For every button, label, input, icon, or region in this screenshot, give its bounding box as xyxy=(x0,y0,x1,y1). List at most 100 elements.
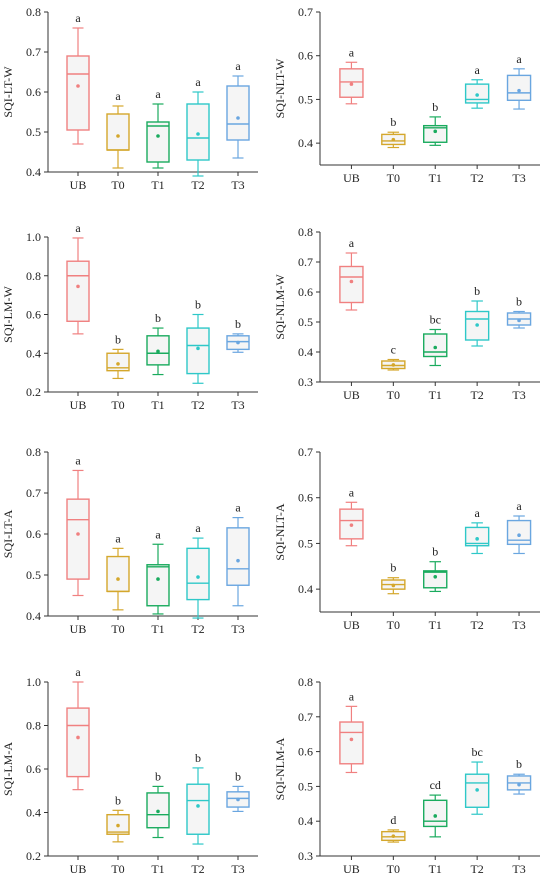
panel-sqi-nlm-a: 0.3 0.4 0.5 0.6 0.7 0.8 SQI-NLM-A UB a T0 d T1 cd T2 b… xyxy=(273,675,540,874)
mean-point xyxy=(76,532,80,536)
x-tick-label: T3 xyxy=(512,862,525,874)
mean-point xyxy=(156,134,160,138)
panel-sqi-lm-w: 0.2 0.4 0.6 0.8 1.0 SQI-LM-W UB a T0 b T1 b T2 b T3 b xyxy=(1,221,258,412)
significance-letter: a xyxy=(235,59,241,73)
y-tick-label: 0.4 xyxy=(26,165,41,179)
box-t3: T3 a xyxy=(226,59,250,192)
box-t2: T2 a xyxy=(464,506,490,632)
mean-point xyxy=(475,93,479,97)
iqr-box xyxy=(339,265,364,304)
box-ub: UB a xyxy=(339,485,364,632)
x-tick-label: T2 xyxy=(191,178,204,192)
x-tick-label: T3 xyxy=(512,171,525,185)
mean-point xyxy=(76,735,80,740)
significance-letter: a xyxy=(75,453,81,467)
iqr-box xyxy=(226,527,250,586)
box-t1: T1 bc xyxy=(423,313,448,402)
x-tick-label: UB xyxy=(70,178,87,192)
box-t3: T3 a xyxy=(506,52,532,185)
significance-letter: a xyxy=(115,531,121,545)
box-ub: UB a xyxy=(66,453,90,636)
x-tick-label: UB xyxy=(70,622,87,636)
iqr-box xyxy=(66,55,90,131)
iqr-box xyxy=(423,124,448,143)
iqr-box xyxy=(186,327,210,375)
y-tick-label: 0.2 xyxy=(26,849,41,863)
mean-point xyxy=(236,116,240,120)
x-tick-label: T2 xyxy=(191,398,204,412)
x-tick-label: T1 xyxy=(429,171,442,185)
mean-point xyxy=(517,318,521,323)
x-tick-label: T2 xyxy=(470,388,483,402)
mean-point xyxy=(433,814,438,818)
y-tick-label: 0.7 xyxy=(298,255,313,269)
box-t0: T0 c xyxy=(381,343,406,402)
y-axis-label: SQI-LT-A xyxy=(1,509,15,558)
mean-point xyxy=(76,284,80,289)
y-tick-label: 0.8 xyxy=(298,675,313,689)
x-tick-label: T0 xyxy=(111,622,124,636)
mean-point xyxy=(349,279,354,284)
y-tick-label: 0.4 xyxy=(298,136,313,150)
panel-sqi-lm-a: 0.2 0.4 0.6 0.8 1.0 SQI-LM-A UB a T0 b T1 b T2 b T3 b xyxy=(1,665,258,874)
mean-point xyxy=(349,523,354,527)
significance-letter: b xyxy=(432,100,438,114)
mean-point xyxy=(391,834,396,838)
y-tick-label: 1.0 xyxy=(26,675,41,689)
significance-letter: a xyxy=(75,221,81,235)
box-t1: T1 a xyxy=(146,87,170,192)
significance-letter: bc xyxy=(471,745,482,759)
panel-sqi-nlt-a: 0.4 0.5 0.6 0.7 SQI-NLT-A UB a T0 b T1 b T2 a T3 a xyxy=(273,445,540,632)
significance-letter: b xyxy=(115,332,121,346)
x-tick-label: T3 xyxy=(231,862,244,874)
mean-point xyxy=(116,134,120,138)
x-tick-label: T3 xyxy=(231,622,244,636)
mean-point xyxy=(433,345,438,350)
box-ub: UB a xyxy=(66,221,90,412)
panel-sqi-nlt-w: 0.4 0.5 0.6 0.7 SQI-NLT-W UB a T0 b T1 b T2 a T3 a xyxy=(273,5,540,185)
significance-letter: a xyxy=(349,485,355,499)
significance-letter: a xyxy=(516,52,522,66)
box-t1: T1 cd xyxy=(423,778,448,874)
iqr-box xyxy=(464,526,490,547)
box-ub: UB a xyxy=(339,45,364,185)
significance-letter: b xyxy=(235,769,241,783)
box-t2: T2 a xyxy=(186,521,210,636)
y-axis-label: SQI-NLM-A xyxy=(273,737,287,800)
panel-sqi-lt-w: 0.4 0.5 0.6 0.7 0.8 SQI-LT-W UB a T0 a T1 a T2 a T3 a xyxy=(1,5,258,192)
mean-point xyxy=(116,577,120,581)
mean-point xyxy=(349,737,354,742)
x-tick-label: UB xyxy=(343,862,360,874)
mean-point xyxy=(196,575,200,579)
box-t2: T2 b xyxy=(186,751,210,874)
mean-point xyxy=(156,349,160,354)
box-t1: T1 b xyxy=(423,100,448,185)
y-tick-label: 0.4 xyxy=(298,814,313,828)
y-tick-label: 0.6 xyxy=(26,527,41,541)
box-t3: T3 b xyxy=(226,317,250,412)
y-tick-label: 0.6 xyxy=(298,745,313,759)
y-tick-label: 0.3 xyxy=(298,849,313,863)
y-axis-label: SQI-NLT-A xyxy=(273,503,287,560)
mean-point xyxy=(116,823,120,828)
iqr-box xyxy=(423,570,448,589)
box-t2: T2 bc xyxy=(464,745,490,874)
y-tick-label: 0.7 xyxy=(26,45,41,59)
significance-letter: a xyxy=(195,75,201,89)
y-tick-label: 0.4 xyxy=(298,582,313,596)
mean-point xyxy=(517,782,521,787)
mean-point xyxy=(236,797,240,802)
mean-point xyxy=(76,84,80,88)
panel-sqi-lt-a: 0.4 0.5 0.6 0.7 0.8 SQI-LT-A UB a T0 a T1 a T2 a T3 a xyxy=(1,445,258,636)
mean-point xyxy=(475,323,479,327)
panel-sqi-nlm-w: 0.3 0.4 0.5 0.6 0.7 0.8 SQI-NLM-W UB a T0 c T1 bc T2 b… xyxy=(273,225,540,402)
box-t0: T0 b xyxy=(106,793,130,874)
iqr-box xyxy=(66,260,90,322)
iqr-box xyxy=(66,707,90,778)
y-tick-label: 0.5 xyxy=(298,779,313,793)
mean-point xyxy=(475,537,479,541)
box-ub: UB a xyxy=(339,236,364,402)
iqr-box xyxy=(339,721,364,765)
y-axis-label: SQI-NLM-W xyxy=(273,274,287,340)
significance-letter: b xyxy=(390,561,396,575)
